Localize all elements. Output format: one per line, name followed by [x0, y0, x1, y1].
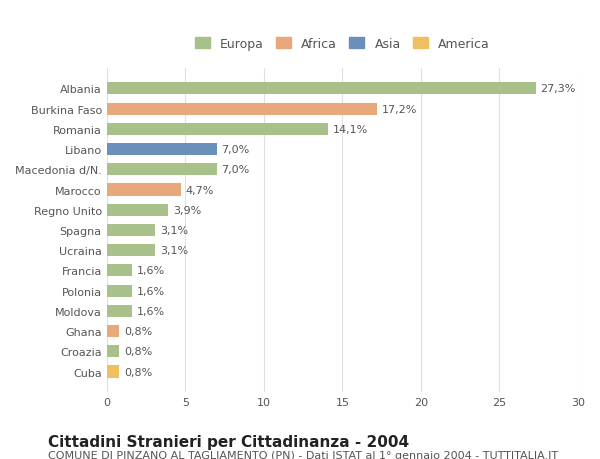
Text: 1,6%: 1,6%: [137, 266, 165, 276]
Bar: [107, 204, 168, 216]
Text: 3,9%: 3,9%: [173, 205, 201, 215]
Bar: [107, 184, 181, 196]
Text: 14,1%: 14,1%: [333, 124, 368, 134]
Text: 3,1%: 3,1%: [160, 246, 188, 256]
Bar: [107, 83, 536, 95]
Legend: Europa, Africa, Asia, America: Europa, Africa, Asia, America: [190, 33, 495, 56]
Bar: [107, 224, 155, 236]
Text: 27,3%: 27,3%: [540, 84, 575, 94]
Bar: [107, 325, 119, 337]
Bar: [107, 144, 217, 156]
Bar: [107, 164, 217, 176]
Text: 17,2%: 17,2%: [382, 104, 417, 114]
Bar: [107, 123, 328, 136]
Text: 1,6%: 1,6%: [137, 306, 165, 316]
Text: 3,1%: 3,1%: [160, 225, 188, 235]
Bar: [107, 305, 132, 317]
Text: 7,0%: 7,0%: [221, 145, 250, 155]
Text: 0,8%: 0,8%: [124, 367, 152, 377]
Text: 7,0%: 7,0%: [221, 165, 250, 175]
Bar: [107, 265, 132, 277]
Text: 4,7%: 4,7%: [185, 185, 214, 195]
Bar: [107, 245, 155, 257]
Text: Cittadini Stranieri per Cittadinanza - 2004: Cittadini Stranieri per Cittadinanza - 2…: [48, 434, 409, 449]
Bar: [107, 285, 132, 297]
Bar: [107, 366, 119, 378]
Text: COMUNE DI PINZANO AL TAGLIAMENTO (PN) - Dati ISTAT al 1° gennaio 2004 - TUTTITAL: COMUNE DI PINZANO AL TAGLIAMENTO (PN) - …: [48, 450, 558, 459]
Text: 0,8%: 0,8%: [124, 347, 152, 357]
Text: 0,8%: 0,8%: [124, 326, 152, 336]
Bar: [107, 346, 119, 358]
Bar: [107, 103, 377, 116]
Text: 1,6%: 1,6%: [137, 286, 165, 296]
